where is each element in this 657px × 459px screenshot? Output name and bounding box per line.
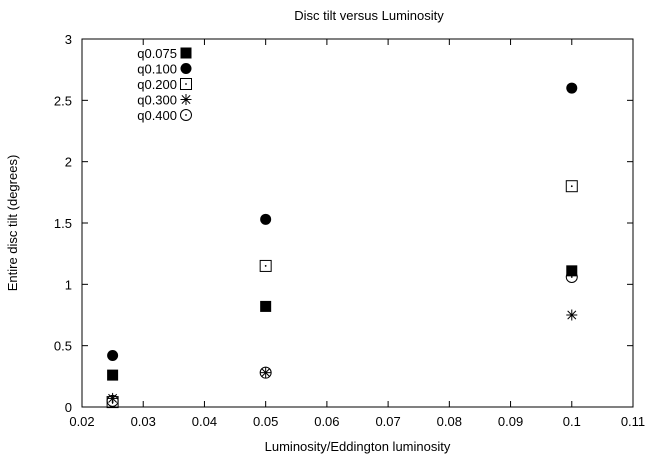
legend-label: q0.300 xyxy=(137,93,177,108)
x-tick-label: 0.05 xyxy=(253,414,278,429)
legend-marker-q0.400 xyxy=(180,109,192,121)
data-point-q0.200 xyxy=(259,259,272,272)
legend-marker-q0.300 xyxy=(180,94,192,105)
x-tick-label: 0.1 xyxy=(563,414,581,429)
x-tick-label: 0.11 xyxy=(621,414,645,429)
x-tick-label: 0.03 xyxy=(131,414,156,429)
y-tick-label: 3 xyxy=(65,32,72,47)
x-tick-label: 0.02 xyxy=(69,414,94,429)
legend-label: q0.200 xyxy=(137,77,177,92)
x-tick-label: 0.08 xyxy=(437,414,462,429)
x-tick-label: 0.06 xyxy=(314,414,339,429)
data-point-q0.075 xyxy=(107,369,119,381)
legend-label: q0.075 xyxy=(137,46,177,61)
x-tick-label: 0.09 xyxy=(498,414,523,429)
data-point-q0.400 xyxy=(106,394,119,407)
chart-title: Disc tilt versus Luminosity xyxy=(294,8,444,23)
y-axis-label: Entire disc tilt (degrees) xyxy=(5,155,20,292)
data-point-q0.300 xyxy=(566,309,578,321)
y-tick-label: 1 xyxy=(65,277,72,292)
y-tick-label: 0.5 xyxy=(54,339,72,354)
x-axis-label: Luminosity/Eddington luminosity xyxy=(265,439,451,454)
y-tick-label: 0 xyxy=(65,400,72,415)
legend-marker-q0.100 xyxy=(180,63,192,74)
data-point-q0.100 xyxy=(260,213,272,225)
legend-label: q0.100 xyxy=(137,62,177,77)
data-point-q0.075 xyxy=(260,300,272,312)
legend-marker-q0.075 xyxy=(180,47,192,59)
legend-marker-q0.200 xyxy=(180,78,192,90)
data-point-q0.300 xyxy=(107,392,119,404)
x-tick-label: 0.07 xyxy=(375,414,400,429)
data-point-q0.100 xyxy=(107,349,119,361)
data-points xyxy=(106,82,578,409)
x-tick-label: 0.04 xyxy=(192,414,217,429)
axis-ticks: 0.02 0.03 0.04 0.05 0.06 0.07 0.08 0.09 0.1 0.11 0… xyxy=(54,32,645,429)
legend-label: q0.400 xyxy=(137,108,177,123)
data-point-q0.400 xyxy=(565,270,578,283)
data-point-q0.200 xyxy=(565,180,578,193)
y-tick-label: 2.5 xyxy=(54,93,72,108)
data-point-q0.400 xyxy=(259,366,272,379)
data-point-q0.100 xyxy=(566,82,578,94)
y-tick-label: 2 xyxy=(65,155,72,170)
y-tick-label: 1.5 xyxy=(54,216,72,231)
data-point-q0.075 xyxy=(566,265,578,277)
